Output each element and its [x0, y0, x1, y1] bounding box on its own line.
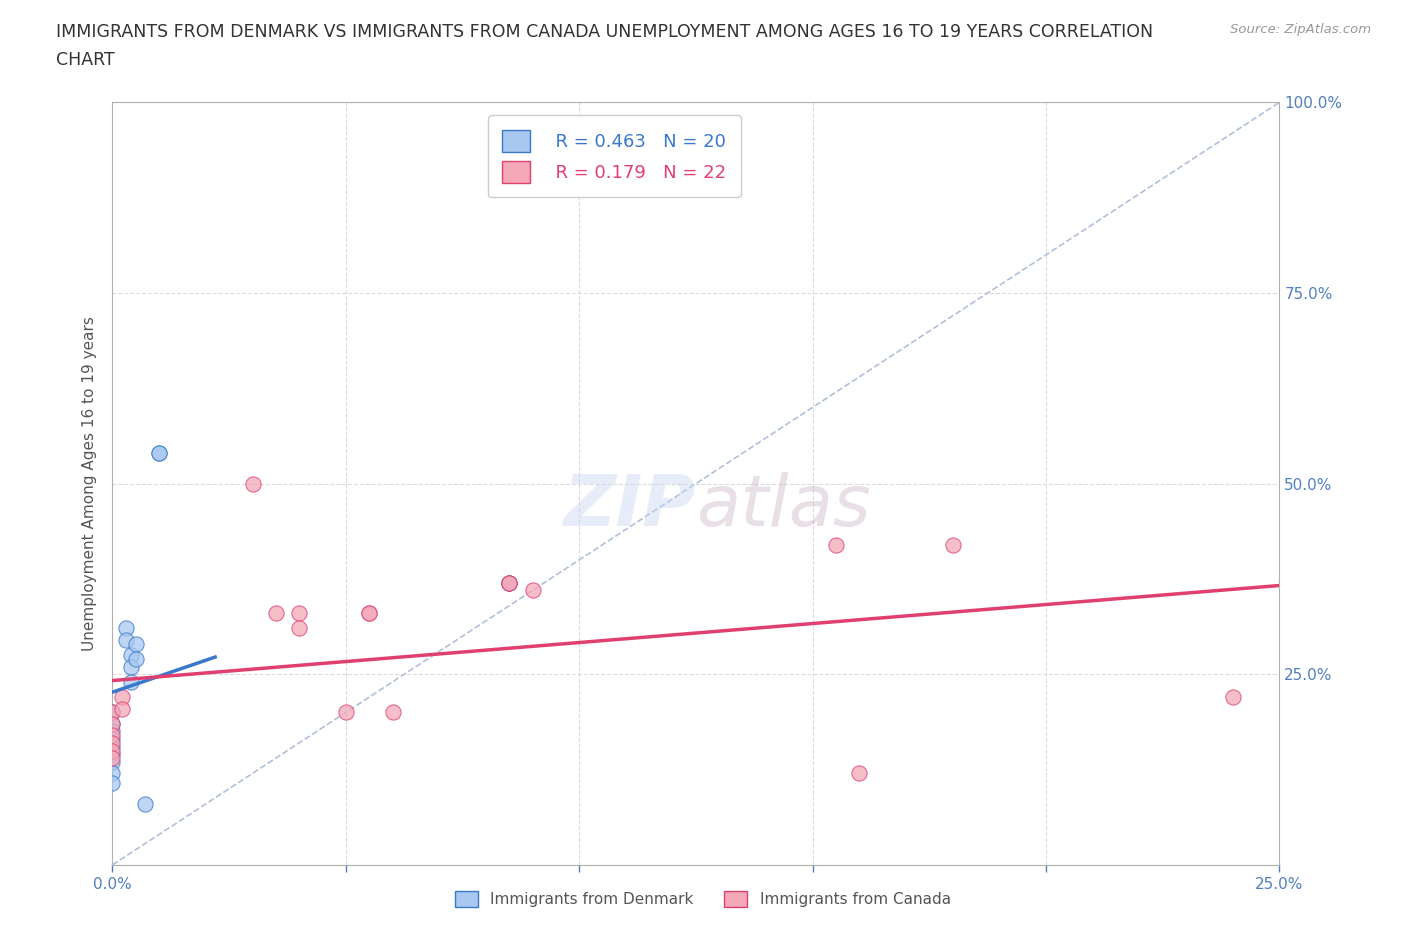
Point	[101, 751, 124, 765]
Point	[498, 576, 520, 591]
Point	[125, 652, 148, 667]
Point	[101, 716, 124, 731]
Point	[148, 445, 170, 460]
Point	[848, 766, 870, 781]
Point	[101, 724, 124, 739]
Point	[115, 621, 138, 636]
Y-axis label: Unemployment Among Ages 16 to 19 years: Unemployment Among Ages 16 to 19 years	[82, 316, 97, 651]
Point	[522, 583, 544, 598]
Point	[101, 754, 124, 769]
Point	[288, 605, 311, 620]
Point	[1222, 690, 1244, 705]
Text: atlas: atlas	[696, 472, 870, 541]
Point	[101, 736, 124, 751]
Point	[120, 647, 142, 662]
Text: ZIP: ZIP	[564, 472, 696, 541]
Point	[120, 659, 142, 674]
Point	[242, 476, 264, 491]
Point	[498, 576, 520, 591]
Text: CHART: CHART	[56, 51, 115, 69]
Point	[381, 705, 404, 720]
Point	[111, 690, 134, 705]
Point	[101, 766, 124, 781]
Point	[125, 636, 148, 651]
Text: IMMIGRANTS FROM DENMARK VS IMMIGRANTS FROM CANADA UNEMPLOYMENT AMONG AGES 16 TO : IMMIGRANTS FROM DENMARK VS IMMIGRANTS FR…	[56, 23, 1153, 41]
Point	[148, 445, 170, 460]
Point	[264, 605, 287, 620]
Point	[288, 621, 311, 636]
Point	[101, 705, 124, 720]
Point	[101, 747, 124, 762]
Point	[359, 605, 381, 620]
Point	[101, 732, 124, 747]
Point	[498, 576, 520, 591]
Text: Source: ZipAtlas.com: Source: ZipAtlas.com	[1230, 23, 1371, 36]
Point	[335, 705, 357, 720]
Point	[101, 775, 124, 790]
Point	[101, 716, 124, 731]
Point	[498, 576, 520, 591]
Point	[101, 705, 124, 720]
Point	[359, 605, 381, 620]
Point	[101, 739, 124, 754]
Point	[111, 701, 134, 716]
Point	[942, 538, 965, 552]
Point	[101, 743, 124, 758]
Point	[134, 796, 156, 811]
Legend:   R = 0.463   N = 20,   R = 0.179   N = 22: R = 0.463 N = 20, R = 0.179 N = 22	[488, 115, 741, 197]
Point	[101, 728, 124, 743]
Legend: Immigrants from Denmark, Immigrants from Canada: Immigrants from Denmark, Immigrants from…	[450, 884, 956, 913]
Point	[120, 674, 142, 689]
Point	[825, 538, 848, 552]
Point	[115, 632, 138, 647]
